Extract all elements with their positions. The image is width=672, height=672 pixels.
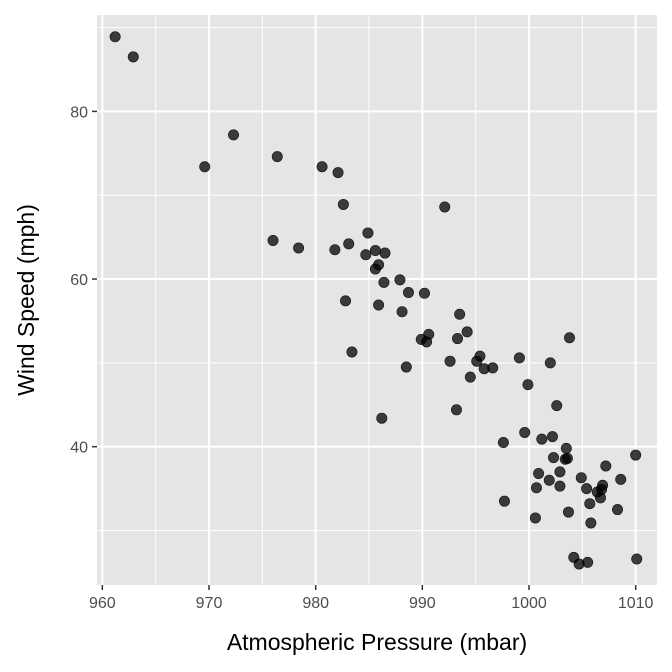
data-point [522, 379, 534, 391]
data-point [127, 51, 139, 63]
data-point [597, 479, 609, 491]
data-point [544, 357, 556, 369]
data-point [582, 556, 594, 568]
data-point [551, 400, 563, 412]
data-point [554, 466, 566, 478]
data-point [487, 362, 499, 374]
data-point [562, 506, 574, 518]
data-point [631, 553, 643, 565]
data-point [329, 244, 341, 256]
data-point [337, 198, 349, 210]
x-tick-label: 960 [89, 595, 116, 612]
data-point [498, 495, 510, 507]
data-point [199, 161, 211, 173]
x-tick-label: 1010 [618, 595, 654, 612]
data-point [373, 299, 385, 311]
data-point [228, 129, 240, 141]
data-point [444, 355, 456, 367]
major-gridlines [97, 15, 657, 585]
data-point [360, 249, 372, 261]
data-point [402, 286, 414, 298]
data-point [439, 201, 451, 213]
data-point [519, 426, 531, 438]
x-axis-title: Atmospheric Pressure (mbar) [227, 629, 527, 655]
data-point [600, 460, 612, 472]
data-point [396, 306, 408, 318]
data-point [376, 412, 388, 424]
data-point [418, 287, 430, 299]
data-point [400, 361, 412, 373]
data-point [575, 472, 587, 484]
data-point [343, 238, 355, 250]
data-point [530, 482, 542, 494]
data-point [450, 404, 462, 416]
data-point [464, 371, 476, 383]
data-point [369, 245, 381, 257]
data-point [584, 498, 596, 510]
data-point [513, 352, 525, 364]
data-point [423, 328, 435, 340]
data-points [109, 31, 643, 570]
data-point [536, 433, 548, 445]
data-point [379, 247, 391, 259]
data-point [394, 274, 406, 286]
data-point [533, 468, 545, 480]
data-point [109, 31, 121, 43]
data-point [474, 350, 486, 362]
data-point [293, 242, 305, 254]
data-point [615, 473, 627, 485]
data-point [612, 504, 624, 516]
minor-gridlines [97, 15, 657, 585]
data-point [548, 452, 560, 464]
data-point [546, 431, 558, 443]
data-point [543, 474, 555, 486]
x-tick-label: 1000 [511, 595, 547, 612]
data-point [373, 259, 385, 271]
data-point [560, 442, 572, 454]
data-point [378, 276, 390, 288]
y-tick-label: 40 [70, 440, 88, 457]
x-tick-label: 980 [302, 595, 329, 612]
data-point [561, 452, 573, 464]
data-point [452, 333, 464, 345]
data-point [271, 151, 283, 163]
data-point [529, 512, 541, 524]
data-point [497, 436, 509, 448]
data-point [554, 480, 566, 492]
data-point [461, 326, 473, 338]
y-axis-title: Wind Speed (mph) [13, 204, 39, 396]
y-tick-label: 80 [70, 104, 88, 121]
data-point [346, 346, 358, 358]
data-point [362, 227, 374, 239]
data-point [630, 449, 642, 461]
data-point [340, 295, 352, 307]
data-point [332, 167, 344, 179]
data-point [454, 308, 466, 320]
x-tick-label: 970 [196, 595, 223, 612]
data-point [316, 161, 328, 173]
data-point [581, 483, 593, 495]
x-tick-label: 990 [409, 595, 436, 612]
x-axis: 960 970 980 990 1000 1010 [89, 585, 654, 612]
y-axis: 40 60 80 [70, 104, 97, 457]
y-tick-label: 60 [70, 272, 88, 289]
data-point [564, 332, 576, 344]
data-point [267, 234, 279, 246]
data-point [585, 517, 597, 529]
